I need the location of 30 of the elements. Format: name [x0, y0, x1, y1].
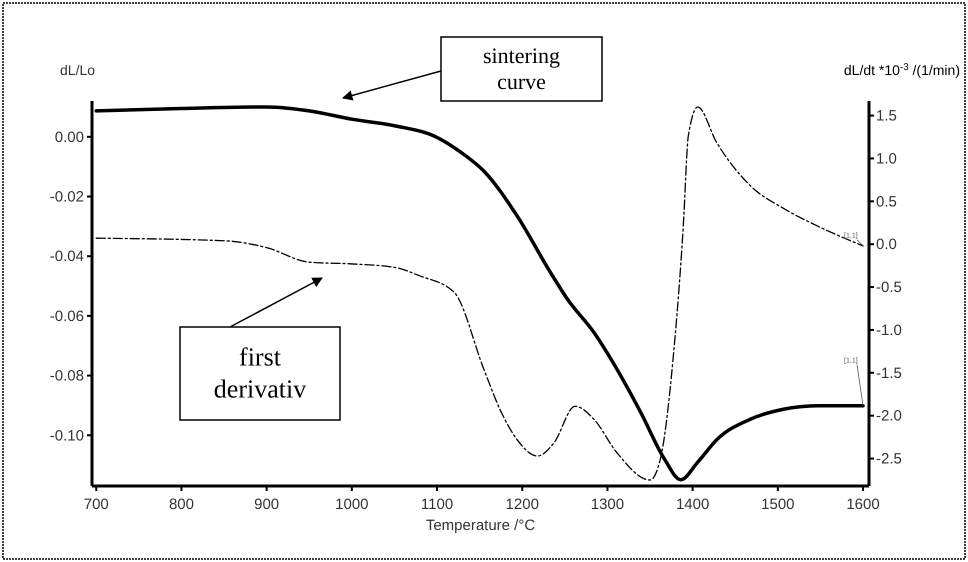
- y2-tick-label: 1.5: [876, 108, 897, 125]
- x-axis-title: Temperature /°C: [426, 517, 536, 534]
- x-tick-label: 1300: [590, 496, 624, 513]
- y-tick-label: -0.04: [50, 248, 84, 266]
- y2-tick-label: 0.0: [876, 236, 897, 254]
- y2-tick-label: 0.5: [876, 193, 897, 210]
- y2-tick-label: -1.5: [876, 364, 902, 382]
- x-tick-label: 1400: [676, 496, 710, 513]
- x-tick-label: 1600: [846, 496, 880, 513]
- y-tick-label: -0.02: [50, 188, 84, 206]
- x-tick-label: 700: [84, 496, 109, 513]
- y-tick-label: 0.00: [54, 128, 84, 146]
- x-tick-label: 1000: [335, 496, 369, 513]
- y2-tick-label: -2.0: [876, 408, 902, 425]
- x-tick-label: 1500: [761, 496, 795, 513]
- y-tick-label: -0.10: [50, 427, 84, 444]
- y2-tick-label: -1.0: [876, 322, 902, 339]
- y2-tick-label: -0.5: [876, 279, 902, 296]
- x-tick-label: 1200: [506, 496, 539, 513]
- y-tick-label: -0.08: [50, 368, 84, 385]
- x-tick-label: 800: [168, 496, 194, 513]
- annotation: first derivativ: [214, 342, 306, 404]
- y2-tick-label: -2.5: [876, 450, 902, 468]
- x-tick-label: 1100: [420, 496, 454, 513]
- x-tick-label: 900: [254, 496, 280, 513]
- y2-axis-title: dL/dt *10$^{-3}$ /(1/min): [844, 62, 960, 78]
- y2-tick-label: 1.0: [876, 150, 897, 168]
- y-axis-title: dL/Lo: [60, 62, 96, 78]
- y-tick-label: -0.06: [50, 308, 84, 325]
- text: sintering curve: [483, 43, 560, 94]
